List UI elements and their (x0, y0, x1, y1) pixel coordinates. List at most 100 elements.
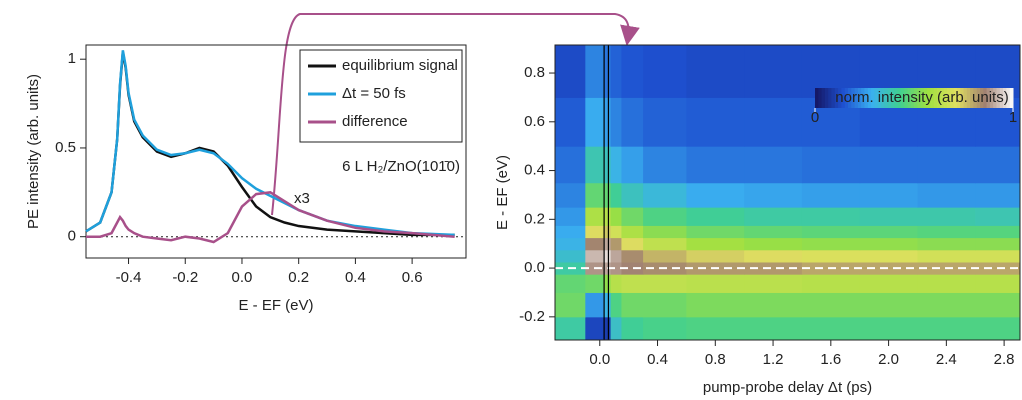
heatmap-cell (555, 207, 586, 226)
colorbar-cell (861, 88, 865, 108)
heatmap-cell (686, 225, 745, 239)
colorbar-tick-label: 0 (811, 109, 819, 126)
heatmap-cell (585, 249, 604, 263)
colorbar-cell (920, 88, 925, 108)
colorbar-cell (904, 88, 908, 108)
heatmap-cell (917, 249, 976, 263)
x-tick-label: 0.0 (589, 351, 610, 368)
heatmap-cell (744, 261, 803, 275)
colorbar-cell (956, 88, 961, 108)
colorbar-cell (940, 88, 945, 108)
y-tick-label: 0 (68, 228, 76, 245)
heatmap-cell (975, 274, 1021, 293)
heatmap-cell (610, 261, 622, 275)
heatmap-cell (975, 225, 1021, 239)
colorbar-cell (927, 88, 931, 108)
heatmap-cell (555, 237, 586, 251)
heatmap-cell (585, 292, 604, 318)
colorbar-cell (989, 88, 994, 108)
heatmap-cell (603, 97, 612, 147)
heatmap-cell (610, 316, 622, 341)
x-axis-label: pump-probe delay Δt (ps) (703, 379, 872, 396)
heatmap-cell (859, 249, 918, 263)
colorbar-cell (838, 88, 842, 108)
y-axis-label: PE intensity (arb. units) (25, 74, 42, 229)
heatmap-cell (621, 274, 644, 293)
colorbar-cell (851, 88, 856, 108)
heatmap-cell (643, 207, 687, 226)
colorbar-cell (890, 88, 895, 108)
colorbar-cell (953, 88, 958, 108)
colorbar-cell (937, 88, 941, 108)
y-tick-label: 0.4 (524, 162, 545, 179)
colorbar-label: norm. intensity (arb. units) (835, 89, 1008, 106)
colorbar-cell (1009, 88, 1014, 108)
heatmap-cell (621, 207, 644, 226)
heatmap-cell (610, 274, 622, 293)
heatmap-cell (555, 97, 586, 147)
heatmap-cell (917, 316, 976, 341)
colorbar-cell (950, 88, 955, 108)
heatmap-cell (744, 274, 803, 293)
heatmap-cell (603, 316, 612, 341)
heatmap-cell (621, 146, 644, 184)
heatmap-cell (621, 261, 644, 275)
colorbar-cell (986, 88, 991, 108)
y-tick-label: 1 (68, 50, 76, 67)
heatmap-cell (621, 97, 644, 147)
x-tick-label: 2.0 (878, 351, 899, 368)
heatmap-cell (610, 225, 622, 239)
heatmap-cell (686, 316, 745, 341)
heatmap-cell (585, 274, 604, 293)
colorbar-cell (831, 88, 836, 108)
colorbar-cell (841, 88, 846, 108)
x-tick-label: 0.4 (345, 269, 366, 286)
x-tick-label: 0.4 (647, 351, 668, 368)
heatmap-cell (621, 225, 644, 239)
heatmap-cell (603, 146, 612, 184)
y-tick-label: 0.2 (524, 210, 545, 227)
heatmap-cell (975, 237, 1021, 251)
colorbar-cell (999, 88, 1004, 108)
heatmap-cell (801, 274, 861, 293)
heatmap-cell (603, 249, 612, 263)
heatmap-cell (859, 182, 918, 208)
heatmap-cell (859, 237, 918, 251)
colorbar-cell (884, 88, 889, 108)
heatmap-cell (801, 182, 861, 208)
x-tick-label: 2.4 (936, 351, 957, 368)
x-tick-label: 0.0 (232, 269, 253, 286)
heatmap-cell (686, 207, 745, 226)
y-tick-label: 0.0 (524, 259, 545, 276)
heatmap-cell (585, 316, 604, 341)
heatmap-cell (744, 97, 803, 147)
heatmap-cell (917, 182, 976, 208)
heatmap-cell (555, 316, 586, 341)
colorbar-cell (983, 88, 988, 108)
colorbar-cell (993, 88, 997, 108)
colorbar-cell (907, 88, 912, 108)
heatmap-cell (585, 207, 604, 226)
heatmap-cell (801, 237, 861, 251)
heatmap-cell (859, 146, 918, 184)
heatmap-cell (643, 249, 687, 263)
x-tick-label: -0.2 (172, 269, 198, 286)
heatmap-cell (917, 146, 976, 184)
heatmap-cell (585, 225, 604, 239)
x-tick-label: 0.2 (288, 269, 309, 286)
heatmap-cell (686, 274, 745, 293)
heatmap-cell (801, 146, 861, 184)
legend-label: difference (342, 113, 408, 130)
colorbar-cell (877, 88, 882, 108)
colorbar-cell (857, 88, 862, 108)
heatmap-cell (859, 225, 918, 239)
y-tick-label: 0.5 (55, 139, 76, 156)
arrow (271, 13, 640, 216)
colorbar-cell (963, 88, 968, 108)
heatmap-cell (917, 292, 976, 318)
heatmap-cell (603, 237, 612, 251)
colorbar-cell (910, 88, 915, 108)
colorbar-cell (848, 88, 852, 108)
heatmap-cell (744, 45, 803, 98)
heatmap-cell (643, 274, 687, 293)
